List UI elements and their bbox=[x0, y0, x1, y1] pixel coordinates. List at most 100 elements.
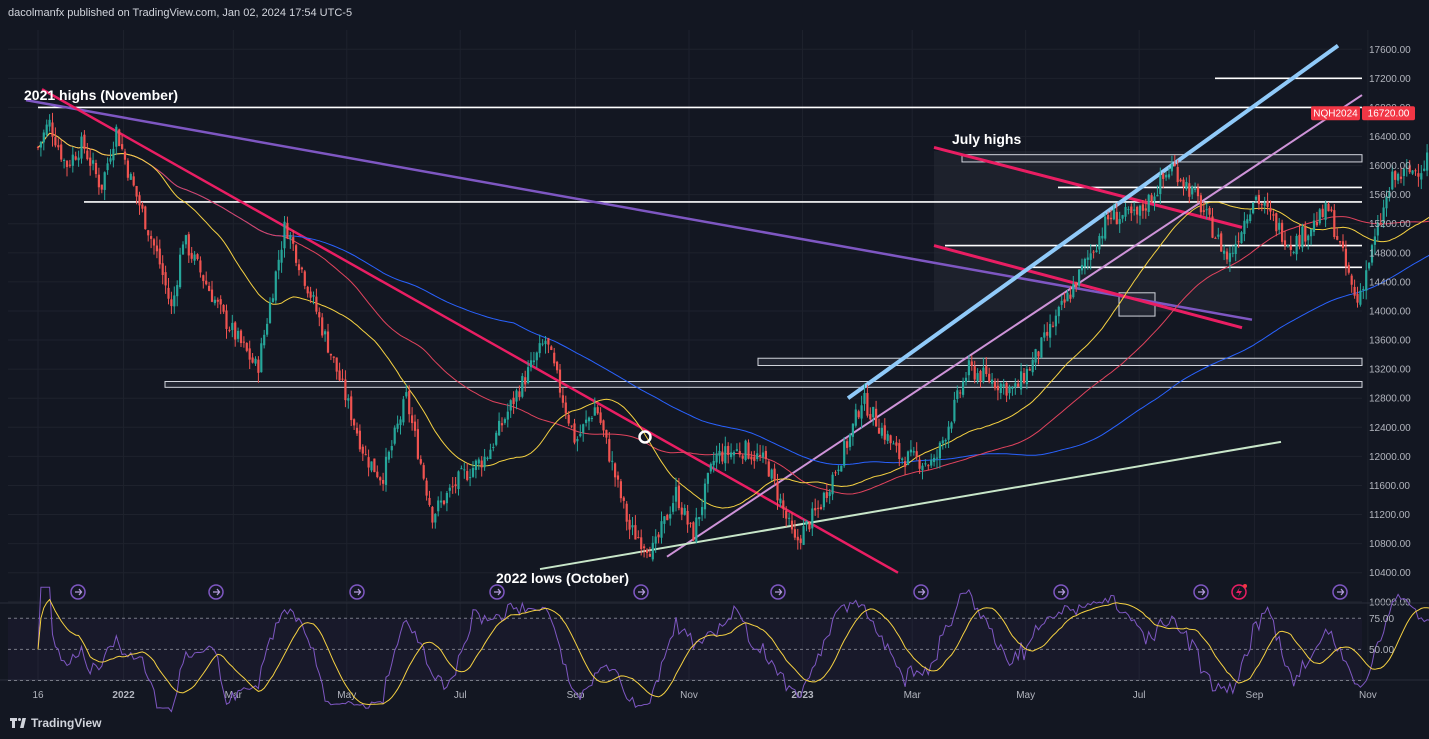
candle-body bbox=[805, 520, 808, 525]
candle-body bbox=[71, 154, 74, 166]
event-marker-arrow bbox=[1337, 588, 1345, 596]
candle-body bbox=[45, 124, 48, 135]
candle-body bbox=[1040, 337, 1043, 358]
candle-body bbox=[596, 407, 599, 414]
candle-body bbox=[263, 334, 266, 346]
candle-body bbox=[944, 439, 947, 442]
candle-body bbox=[338, 370, 341, 381]
candle-body bbox=[718, 450, 721, 456]
candle-body bbox=[831, 474, 834, 495]
candle-body bbox=[843, 440, 846, 466]
event-marker-arrow bbox=[775, 588, 783, 596]
event-marker-icon[interactable] bbox=[633, 584, 649, 600]
candle-body bbox=[933, 457, 936, 463]
candle-body bbox=[875, 408, 878, 427]
candle-body bbox=[1205, 209, 1208, 211]
candle-body bbox=[1173, 163, 1176, 166]
rsi-signal-line bbox=[37, 598, 1429, 706]
candle-body bbox=[1049, 323, 1052, 338]
candle-body bbox=[242, 341, 245, 343]
trend-line-pink-upper bbox=[933, 145, 1243, 229]
price-zone bbox=[961, 154, 1363, 163]
candle-body bbox=[1373, 236, 1376, 245]
candle-body bbox=[382, 480, 385, 484]
candle-body bbox=[228, 329, 231, 331]
candle-body bbox=[947, 426, 950, 440]
candle-body bbox=[1257, 194, 1260, 205]
candle-body bbox=[419, 459, 422, 464]
candle-body bbox=[448, 487, 451, 491]
candle-body bbox=[1202, 210, 1205, 212]
candle-body bbox=[495, 432, 498, 445]
candle-body bbox=[988, 373, 991, 382]
candle-body bbox=[303, 271, 306, 286]
event-marker-icon[interactable] bbox=[1332, 584, 1348, 600]
event-markers bbox=[70, 584, 1348, 600]
candle-body bbox=[1347, 264, 1350, 273]
event-marker-icon[interactable] bbox=[1193, 584, 1209, 600]
candle-body bbox=[129, 173, 132, 180]
candle-body bbox=[184, 235, 187, 245]
event-marker-ring bbox=[1053, 584, 1069, 600]
candle-body bbox=[1054, 315, 1057, 327]
candle-body bbox=[1382, 207, 1385, 223]
candle-body bbox=[973, 366, 976, 380]
candle-body bbox=[1304, 226, 1307, 242]
candle-body bbox=[1376, 222, 1379, 236]
candle-body bbox=[1046, 331, 1049, 336]
candle-body bbox=[216, 299, 219, 302]
candle-body bbox=[1025, 368, 1028, 385]
candle-body bbox=[558, 369, 562, 393]
candle-body bbox=[953, 399, 956, 422]
candle-body bbox=[364, 454, 367, 456]
event-marker-icon[interactable] bbox=[1053, 584, 1069, 600]
trend-line-purple bbox=[25, 98, 1253, 321]
event-marker-icon[interactable] bbox=[70, 584, 86, 600]
channel-line-blue bbox=[846, 44, 1340, 400]
time-tick-label: May bbox=[1016, 690, 1035, 701]
candle-body bbox=[1051, 325, 1055, 327]
candle-body bbox=[1060, 300, 1063, 305]
annotation-label: 2022 lows (October) bbox=[496, 570, 629, 586]
tradingview-logo-icon bbox=[10, 718, 26, 728]
tradingview-brand: TradingView bbox=[31, 716, 102, 730]
candle-body bbox=[483, 456, 486, 468]
candle-body bbox=[1356, 293, 1359, 303]
price-tick-label: 14800.00 bbox=[1369, 248, 1411, 259]
candle-body bbox=[1368, 262, 1371, 269]
candle-body bbox=[1098, 235, 1101, 250]
candle-body bbox=[828, 492, 831, 497]
candle-body bbox=[901, 458, 904, 460]
candle-body bbox=[1095, 250, 1098, 253]
candle-body bbox=[254, 358, 257, 364]
event-marker-icon[interactable] bbox=[913, 584, 929, 600]
candle-body bbox=[590, 418, 593, 420]
candle-body bbox=[152, 239, 156, 246]
candle-body bbox=[837, 469, 840, 472]
event-marker-ring bbox=[1193, 584, 1209, 600]
candle-body bbox=[315, 296, 318, 312]
candle-body bbox=[245, 343, 248, 351]
candle-body bbox=[1133, 209, 1136, 211]
event-marker-icon[interactable] bbox=[770, 584, 786, 600]
event-marker-icon[interactable] bbox=[489, 584, 505, 600]
candle-body bbox=[651, 542, 654, 560]
candle-body bbox=[602, 420, 605, 431]
candle-body bbox=[1385, 196, 1388, 209]
candle-body bbox=[744, 440, 747, 460]
candle-body bbox=[1420, 173, 1423, 180]
candle-body bbox=[1101, 235, 1104, 239]
candle-body bbox=[1112, 209, 1115, 220]
candle-body bbox=[257, 359, 260, 373]
event-marker-icon[interactable] bbox=[208, 584, 224, 600]
candle-body bbox=[985, 365, 988, 375]
event-marker-icon[interactable] bbox=[349, 584, 365, 600]
candle-body bbox=[712, 460, 715, 466]
candle-body bbox=[848, 434, 852, 447]
candle-body bbox=[825, 492, 828, 498]
candle-body bbox=[886, 434, 889, 441]
candle-body bbox=[927, 465, 930, 467]
candle-body bbox=[840, 465, 843, 472]
candle-body bbox=[405, 392, 408, 397]
